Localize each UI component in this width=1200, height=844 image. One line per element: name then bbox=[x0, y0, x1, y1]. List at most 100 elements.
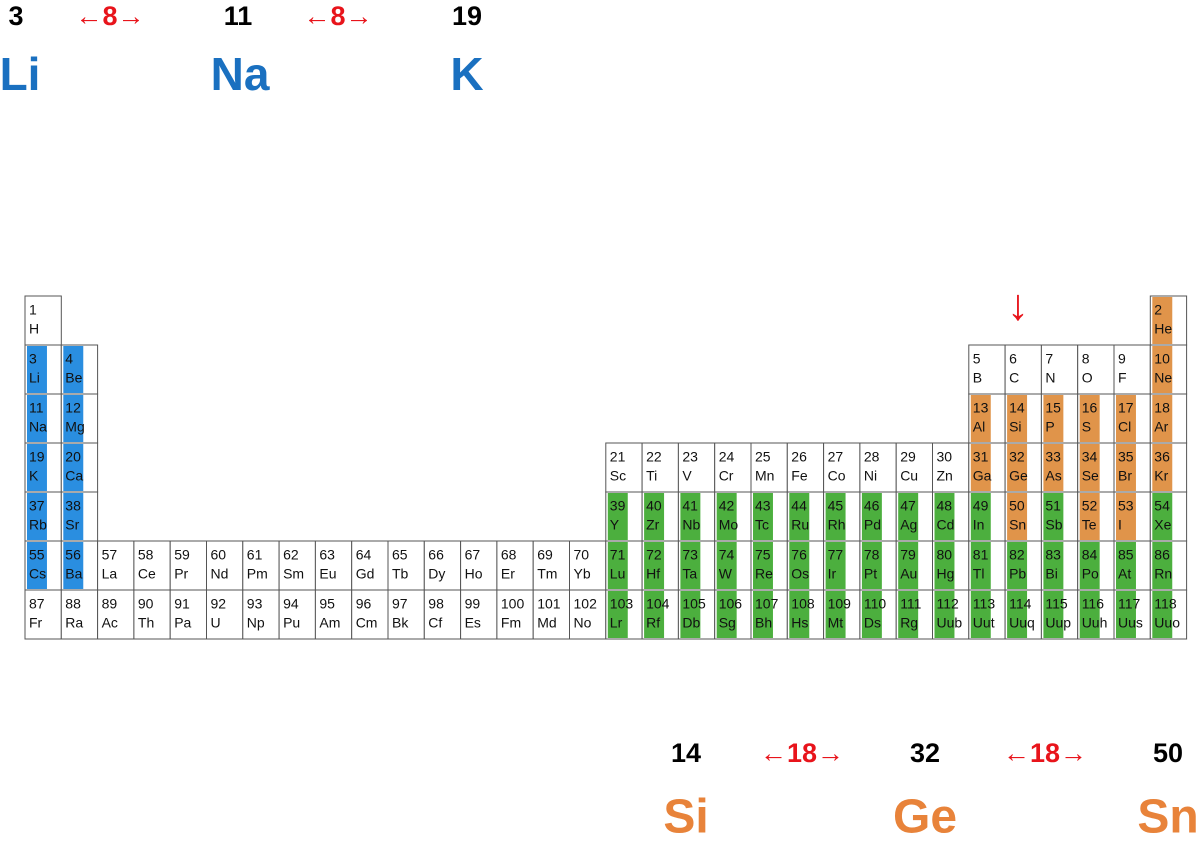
atomic-number: 57 bbox=[102, 547, 118, 563]
atomic-number: 49 bbox=[973, 498, 989, 514]
element-symbol: Rg bbox=[900, 615, 918, 631]
element-symbol: Fr bbox=[29, 615, 43, 631]
atomic-number: 115 bbox=[1045, 596, 1068, 612]
atomic-number: 53 bbox=[1118, 498, 1134, 514]
element-symbol: Db bbox=[682, 615, 700, 631]
cell-highlight bbox=[1079, 542, 1100, 589]
cell-highlight bbox=[934, 591, 955, 638]
cell-highlight bbox=[825, 542, 846, 589]
cell bbox=[1113, 344, 1151, 395]
element-symbol: O bbox=[1082, 370, 1093, 386]
atomic-number: 22 bbox=[646, 449, 662, 465]
atomic-number: 82 bbox=[1009, 547, 1025, 563]
cell bbox=[97, 540, 135, 591]
cell bbox=[24, 295, 62, 346]
element-symbol: Cu bbox=[900, 468, 918, 484]
atomic-number: 25 bbox=[755, 449, 771, 465]
atomic-number: 110 bbox=[864, 596, 887, 612]
cell-highlight bbox=[1007, 493, 1028, 540]
element-symbol: B bbox=[973, 370, 982, 386]
atomic-number: 45 bbox=[828, 498, 844, 514]
atomic-number: 2 bbox=[1154, 302, 1162, 318]
element-symbol: Uut bbox=[973, 615, 995, 631]
element-symbol: H bbox=[29, 321, 39, 337]
element-symbol: Co bbox=[828, 468, 846, 484]
cell-highlight bbox=[861, 591, 882, 638]
element-symbol: Ho bbox=[465, 566, 483, 582]
atomic-number: 7 bbox=[1045, 351, 1053, 367]
element-symbol: Sn bbox=[1009, 517, 1026, 533]
element-symbol: V bbox=[682, 468, 692, 484]
element-symbol: At bbox=[1118, 566, 1131, 582]
element-symbol: Fm bbox=[501, 615, 521, 631]
cell-highlight bbox=[63, 444, 84, 491]
atomic-number: 19 bbox=[29, 449, 45, 465]
cell-highlight bbox=[644, 493, 665, 540]
atomic-number: 70 bbox=[574, 547, 590, 563]
element-symbol: Bh bbox=[755, 615, 772, 631]
cell-highlight bbox=[753, 542, 773, 589]
cell-highlight bbox=[716, 542, 737, 589]
cell-highlight bbox=[27, 493, 47, 540]
atomic-number: 32 bbox=[910, 738, 940, 768]
periodic-table: 1 H 2 He 3 Li 4 Be 5 B 6 C 7 N 8 O 9 F 10 Ne 11 Na 12 Mg 13 Al 14 S… bbox=[24, 295, 1188, 640]
cell-highlight bbox=[753, 591, 773, 638]
atomic-number: 31 bbox=[973, 449, 989, 465]
cell bbox=[387, 589, 425, 640]
element-symbol: K bbox=[450, 48, 483, 100]
element-symbol: Ne bbox=[1154, 370, 1172, 386]
element-symbol: Ce bbox=[138, 566, 156, 582]
atomic-number: 84 bbox=[1082, 547, 1098, 563]
atomic-number: 60 bbox=[211, 547, 227, 563]
element-symbol: Mt bbox=[828, 615, 844, 631]
cell-highlight bbox=[970, 542, 991, 589]
atomic-number: 35 bbox=[1118, 449, 1134, 465]
cell-highlight bbox=[1116, 444, 1136, 491]
element-symbol: Ba bbox=[65, 566, 82, 582]
cell-highlight bbox=[934, 493, 955, 540]
element-symbol: Pd bbox=[864, 517, 881, 533]
cell-highlight bbox=[1007, 542, 1028, 589]
atomic-number: 73 bbox=[682, 547, 698, 563]
atomic-number: 5 bbox=[973, 351, 981, 367]
element-symbol: Pm bbox=[247, 566, 268, 582]
atomic-number: 72 bbox=[646, 547, 662, 563]
element-symbol: Ir bbox=[828, 566, 837, 582]
cell-highlight bbox=[680, 493, 701, 540]
atomic-number: 75 bbox=[755, 547, 771, 563]
element-symbol: Am bbox=[319, 615, 340, 631]
cell-highlight bbox=[934, 542, 955, 589]
element-symbol: Ru bbox=[791, 517, 809, 533]
element-symbol: Ge bbox=[1009, 468, 1028, 484]
cell-highlight bbox=[1152, 346, 1173, 393]
atomic-number: 92 bbox=[211, 596, 227, 612]
element-symbol: Na bbox=[29, 419, 47, 435]
cell bbox=[387, 540, 425, 591]
cell-highlight bbox=[1079, 493, 1100, 540]
atomic-number: 3 bbox=[8, 1, 23, 31]
cell-highlight bbox=[1116, 591, 1136, 638]
element-symbol: Al bbox=[973, 419, 985, 435]
element-symbol: Ag bbox=[900, 517, 917, 533]
atomic-number: 43 bbox=[755, 498, 771, 514]
cell bbox=[714, 442, 752, 493]
atomic-number: 77 bbox=[828, 547, 844, 563]
atomic-number: 103 bbox=[610, 596, 634, 612]
cell-highlight bbox=[789, 493, 810, 540]
cell-highlight bbox=[1152, 493, 1173, 540]
element-symbol: Sg bbox=[719, 615, 736, 631]
atomic-number: 107 bbox=[755, 596, 779, 612]
atomic-number: 93 bbox=[247, 596, 263, 612]
atomic-number: 66 bbox=[428, 547, 444, 563]
cell-highlight bbox=[970, 493, 991, 540]
atomic-number: 18 bbox=[1154, 400, 1170, 416]
element-symbol: Si bbox=[1009, 419, 1021, 435]
atomic-number: 87 bbox=[29, 596, 45, 612]
element-symbol: W bbox=[719, 566, 733, 582]
cell bbox=[641, 442, 679, 493]
cell-highlight bbox=[861, 493, 882, 540]
element-symbol: Tc bbox=[755, 517, 769, 533]
element-symbol: Sc bbox=[610, 468, 626, 484]
element-symbol: Rn bbox=[1154, 566, 1172, 582]
